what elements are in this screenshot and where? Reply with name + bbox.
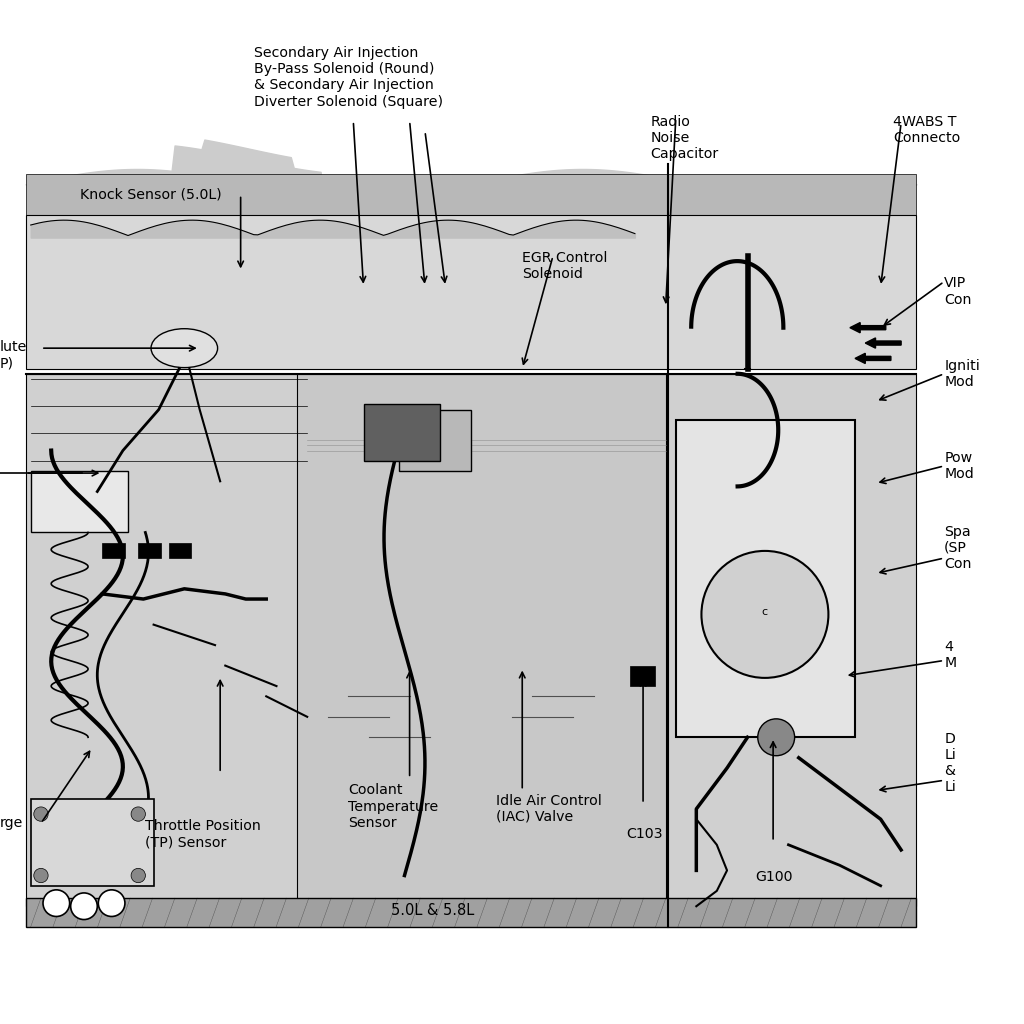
- Circle shape: [34, 807, 48, 821]
- Text: EGR Control
Solenoid: EGR Control Solenoid: [522, 251, 607, 281]
- Bar: [26, 374, 317, 906]
- Circle shape: [43, 890, 70, 916]
- Bar: [31, 799, 154, 886]
- Circle shape: [71, 893, 97, 920]
- Bar: [26, 898, 916, 927]
- Bar: [20, 92, 916, 932]
- Circle shape: [98, 890, 125, 916]
- Text: Throttle Position
(TP) Sensor: Throttle Position (TP) Sensor: [145, 819, 261, 849]
- Bar: [26, 215, 916, 369]
- Text: Spa
(SP
Con: Spa (SP Con: [944, 524, 972, 571]
- Text: lute
P): lute P): [0, 340, 28, 370]
- Bar: [676, 420, 855, 737]
- Bar: [102, 543, 125, 558]
- Bar: [297, 374, 681, 906]
- Text: 5.0L & 5.8L: 5.0L & 5.8L: [391, 903, 474, 919]
- Bar: [666, 374, 916, 906]
- Text: 4WABS T
Connecto: 4WABS T Connecto: [893, 115, 961, 144]
- Text: rge: rge: [0, 816, 24, 830]
- Text: Radio
Noise
Capacitor: Radio Noise Capacitor: [650, 115, 719, 161]
- Circle shape: [701, 551, 828, 678]
- FancyArrow shape: [850, 323, 886, 333]
- Bar: [26, 174, 916, 215]
- Text: Knock Sensor (5.0L): Knock Sensor (5.0L): [80, 187, 221, 202]
- FancyArrow shape: [855, 353, 891, 364]
- Circle shape: [131, 868, 145, 883]
- Text: Coolant
Temperature
Sensor: Coolant Temperature Sensor: [348, 783, 438, 829]
- Circle shape: [758, 719, 795, 756]
- Bar: [364, 404, 440, 461]
- Bar: [138, 543, 161, 558]
- Bar: [169, 543, 191, 558]
- Circle shape: [34, 868, 48, 883]
- Text: Secondary Air Injection
By-Pass Solenoid (Round)
& Secondary Air Injection
Diver: Secondary Air Injection By-Pass Solenoid…: [254, 46, 443, 109]
- Bar: [399, 410, 471, 471]
- Ellipse shape: [152, 329, 217, 368]
- Circle shape: [131, 807, 145, 821]
- FancyArrow shape: [865, 338, 901, 348]
- Text: 4
M: 4 M: [944, 640, 956, 671]
- Text: Idle Air Control
(IAC) Valve: Idle Air Control (IAC) Valve: [496, 794, 601, 823]
- Text: D
Li
&
Li: D Li & Li: [944, 731, 955, 795]
- Text: C103: C103: [627, 827, 664, 842]
- Text: VIP
Con: VIP Con: [944, 276, 972, 306]
- Bar: [31, 471, 128, 532]
- Text: G100: G100: [756, 870, 794, 885]
- Bar: [630, 666, 655, 686]
- Text: Pow
Mod: Pow Mod: [944, 451, 974, 481]
- Text: Igniti
Mod: Igniti Mod: [944, 358, 980, 389]
- Text: c: c: [762, 607, 768, 617]
